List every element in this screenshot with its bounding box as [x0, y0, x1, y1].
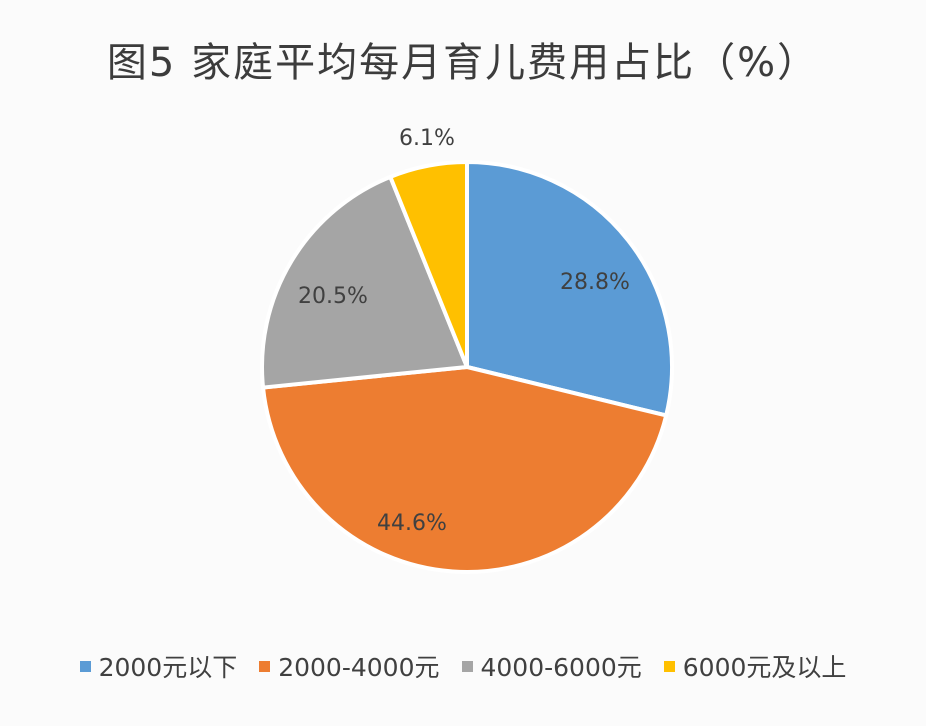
pie-chart: 28.8% 44.6% 20.5% 6.1%	[260, 126, 674, 574]
legend-item-4000-6000: 4000-6000元	[461, 648, 642, 684]
pie-slice	[465, 160, 674, 418]
legend-item-over-6000: 6000元及以上	[663, 648, 847, 684]
slice-data-label: 20.5%	[298, 284, 368, 309]
chart-title: 图5 家庭平均每月育儿费用占比（%）	[106, 40, 820, 86]
pie-slice	[261, 365, 669, 574]
legend-label: 4000-6000元	[480, 653, 642, 682]
slice-data-label: 6.1%	[399, 126, 455, 151]
pie-slice	[260, 174, 469, 390]
slice-data-label: 44.6%	[377, 511, 447, 536]
slice-data-label: 28.8%	[560, 270, 630, 295]
pie-slice	[388, 160, 469, 369]
legend-swatch-icon	[259, 660, 271, 672]
legend-label: 2000-4000元	[278, 653, 440, 682]
legend-item-2000-4000: 2000-4000元	[259, 648, 440, 684]
legend-swatch-icon	[461, 660, 473, 672]
legend-swatch-icon	[663, 660, 675, 672]
legend-label: 2000元以下	[98, 653, 238, 682]
legend-item-under-2000: 2000元以下	[79, 648, 238, 684]
chart-legend: 2000元以下 2000-4000元 4000-6000元 6000元及以上	[0, 648, 926, 684]
legend-label: 6000元及以上	[682, 653, 847, 682]
legend-swatch-icon	[79, 660, 91, 672]
